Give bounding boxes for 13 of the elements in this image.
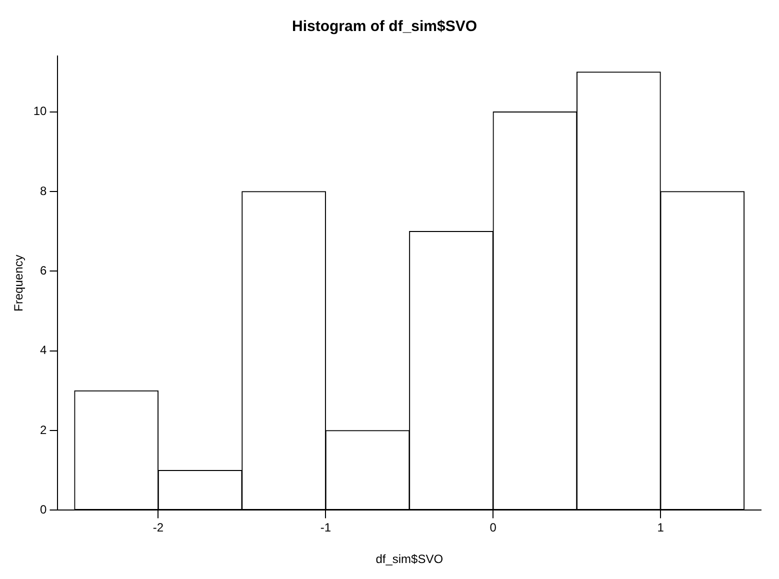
y-tick-label: 4	[40, 343, 48, 358]
y-tick-label: 10	[33, 104, 48, 118]
y-tick-label: 2	[40, 422, 48, 437]
x-tick-label: -2	[152, 520, 164, 535]
y-axis-title: Frequency	[12, 254, 26, 312]
x-tick-label: -1	[320, 520, 332, 535]
y-tick-label: 6	[40, 263, 48, 278]
x-axis-title: df_sim$SVO	[376, 552, 444, 566]
x-tick-label: 0	[490, 520, 497, 535]
x-tick-label: 1	[657, 520, 664, 535]
y-tick-label: 0	[40, 502, 48, 517]
chart-title: Histogram of df_sim$SVO	[292, 18, 478, 36]
y-tick-label: 8	[40, 184, 48, 198]
